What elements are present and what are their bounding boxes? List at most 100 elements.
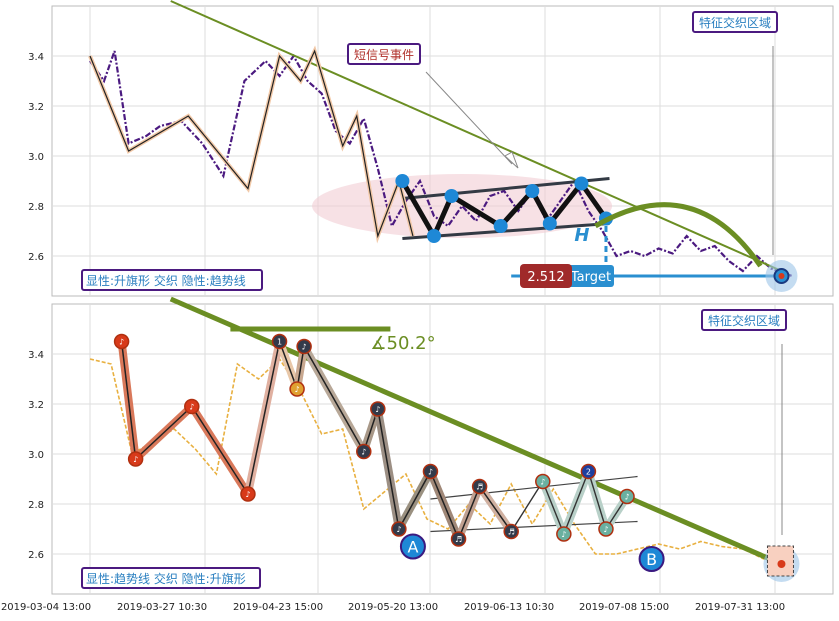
wave-marker	[391, 521, 407, 537]
wave-marker-label: ♬	[476, 483, 483, 492]
wave-marker-label: ♪	[302, 343, 307, 352]
wave-marker-label: ♪	[295, 385, 300, 394]
wave-marker	[296, 338, 312, 355]
target-label: Target	[570, 270, 611, 285]
pattern-point	[574, 176, 589, 191]
wave-marker-label: ♪	[428, 468, 433, 477]
y-tick-label: 3.4	[28, 350, 44, 361]
pattern-point	[493, 219, 508, 233]
wave-marker-label: ♪	[361, 448, 366, 457]
pattern-marker	[556, 526, 572, 542]
x-tick-label: 2019-04-23 15:00	[233, 602, 323, 613]
wave-marker-label: ♬	[455, 535, 462, 544]
pattern-marker	[535, 473, 551, 490]
wave-marker	[184, 398, 200, 415]
y-tick-label: 3.0	[28, 152, 44, 163]
wave-segment	[429, 471, 460, 540]
pattern-segment	[542, 481, 565, 535]
x-axis: 2019-03-04 13:00 2019-03-27 10:30 2019-04-…	[1, 602, 785, 613]
x-tick-label: 2019-06-13 10:30	[464, 602, 554, 613]
top-panel: 2.6 2.8 3.0 3.2 3.4 H Target 2.512 短信号事件 特征交织区域显性…	[28, 0, 834, 297]
wave-label-badge	[638, 546, 665, 572]
short-signal-arrow	[425, 71, 513, 165]
flag-upper-line	[430, 475, 638, 500]
y-tick-label: 3.2	[28, 400, 44, 411]
wave-marker-label: ♪	[133, 455, 138, 464]
wave-segment	[377, 408, 400, 530]
wave-segment	[278, 341, 298, 390]
wave-line	[89, 49, 414, 239]
short-signal-arrowhead	[504, 151, 519, 169]
pattern-point	[426, 229, 441, 243]
pattern-segment	[587, 471, 607, 530]
wave-marker-label: 1	[277, 338, 282, 347]
wave-segment	[120, 341, 137, 460]
plot-frame	[51, 5, 834, 297]
height-marker: H	[574, 225, 589, 246]
pattern-marker-label: ♪	[603, 525, 608, 534]
y-tick-label: 3.4	[28, 52, 44, 63]
y-tick-label: 3.0	[28, 450, 44, 461]
wave-marker-label: ♪	[245, 490, 250, 499]
zone-callout: 特征交织区域	[708, 313, 780, 328]
wave-marker	[271, 333, 288, 350]
legend-box	[81, 567, 261, 589]
wave-segment	[303, 346, 365, 452]
pattern-marker	[598, 521, 614, 537]
wave-marker-label: ♪	[119, 338, 124, 347]
wave-marker	[422, 463, 439, 480]
legend-box	[81, 269, 263, 291]
wave-marker-label: ♬	[508, 528, 515, 537]
y-tick-label: 2.6	[28, 550, 44, 561]
wave-segment	[398, 471, 432, 530]
x-tick-label: 2019-07-08 15:00	[579, 602, 669, 613]
pattern-marker-label: ♪	[561, 530, 566, 539]
wave-segment	[191, 406, 249, 495]
short-signal-callout: 短信号事件	[354, 48, 414, 62]
pattern-point	[525, 184, 540, 198]
bottom-panel: 2.6 2.8 3.0 3.2 3.4 ♪ ♪ ♪ ♪ 1 ♪ ♪ ♪ ♪ ♪ ♪ ♬ ♬ ♬ ♪ ♪ 2 ♪ ♪ A B ∡50.…	[28, 296, 834, 595]
pattern-zigzag	[400, 179, 609, 242]
legend-text: 显性:趋势线 交织 隐性:升旗形	[86, 571, 246, 586]
pattern-point	[542, 216, 557, 231]
target-value-badge	[520, 264, 572, 288]
wave-marker	[113, 333, 130, 350]
x-tick-label: 2019-05-20 13:00	[348, 602, 438, 613]
y-tick-label: 2.8	[28, 500, 44, 511]
x-tick-label: 2019-03-04 13:00	[1, 602, 91, 613]
target-end-dot	[778, 273, 785, 279]
short-signal-callout-box	[347, 43, 421, 65]
wave-marker	[240, 486, 256, 502]
target-dot	[777, 560, 786, 568]
wave-label-badge	[399, 533, 426, 560]
y-tick-label: 3.2	[28, 102, 44, 113]
zone-callout-box	[701, 309, 787, 331]
trendline	[170, 0, 782, 272]
pattern-marker	[619, 488, 635, 505]
price-series-line	[89, 357, 793, 563]
wave-pattern-connector	[510, 481, 544, 532]
wave-marker	[450, 531, 467, 547]
target-label-box	[568, 265, 614, 287]
pattern-marker-label: ♪	[624, 493, 629, 502]
wave-segment	[247, 341, 281, 495]
pattern-marker-label: ♪	[540, 478, 545, 487]
angle-label: ∡50.2°	[370, 333, 435, 354]
wave-segment	[478, 486, 512, 532]
wave-marker	[503, 523, 519, 540]
wave-marker	[471, 478, 488, 495]
wave-marker-label: ♪	[189, 403, 194, 412]
wave-label-text: A	[407, 538, 418, 557]
y-tick-label: 2.6	[28, 252, 44, 263]
pattern-point	[444, 189, 459, 203]
zone-callout: 特征交织区域	[699, 15, 771, 30]
wave-marker	[127, 451, 144, 467]
pattern-segment	[563, 471, 590, 535]
wave-segment	[457, 486, 481, 540]
curved-projection-arrow	[594, 202, 763, 268]
wave-marker	[356, 443, 372, 460]
y-tick-label: 2.8	[28, 202, 44, 213]
x-tick-label: 2019-07-31 13:00	[695, 602, 785, 613]
